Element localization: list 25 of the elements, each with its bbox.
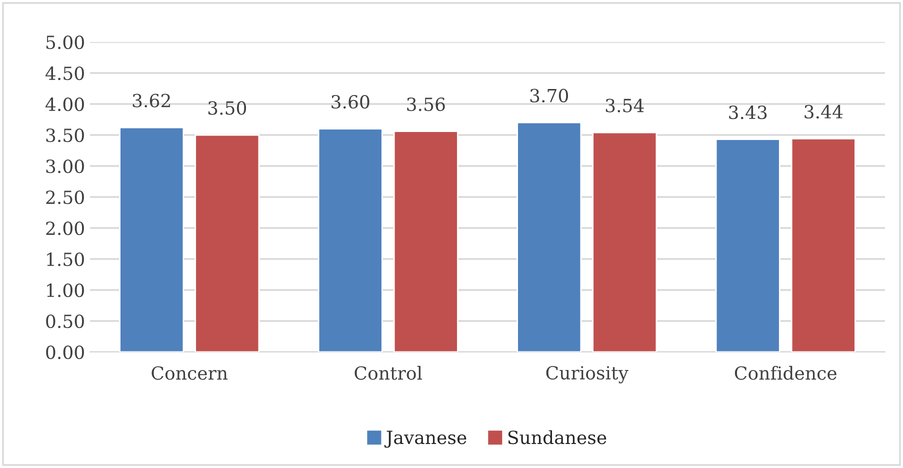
text: 3.50 — [208, 101, 246, 115]
text: 3.43 — [729, 106, 767, 120]
x-tick-label: Confidence — [734, 366, 836, 380]
y-tick-label: 1.00 — [47, 283, 84, 298]
text: 3.44 — [804, 104, 843, 119]
y-tick-label: 0.00 — [46, 345, 84, 360]
y-tick-label: 4.00 — [45, 97, 84, 112]
legend-label: Sundanese — [508, 430, 606, 444]
y-tick-label: 0.50 — [46, 314, 84, 328]
text: 3.56 — [407, 97, 445, 112]
y-tick-label: 2.00 — [46, 221, 84, 236]
y-tick-label: 2.50 — [46, 190, 84, 204]
y-tick-label: 3.50 — [46, 128, 84, 142]
text: 3.62 — [132, 94, 170, 108]
y-tick-label: 3.00 — [46, 159, 84, 174]
y-tick-label: 5.00 — [46, 35, 84, 50]
x-tick-label: Curiosity — [546, 366, 628, 384]
x-tick-label: Concern — [152, 366, 228, 380]
text: 3.60 — [332, 94, 370, 109]
legend-label: Javanese — [384, 430, 466, 448]
y-tick-label: 4.50 — [45, 66, 84, 80]
x-tick-label: Control — [354, 366, 422, 380]
y-tick-label: 1.50 — [47, 252, 84, 266]
text: 3.70 — [530, 88, 568, 102]
text: 3.54 — [606, 98, 644, 112]
